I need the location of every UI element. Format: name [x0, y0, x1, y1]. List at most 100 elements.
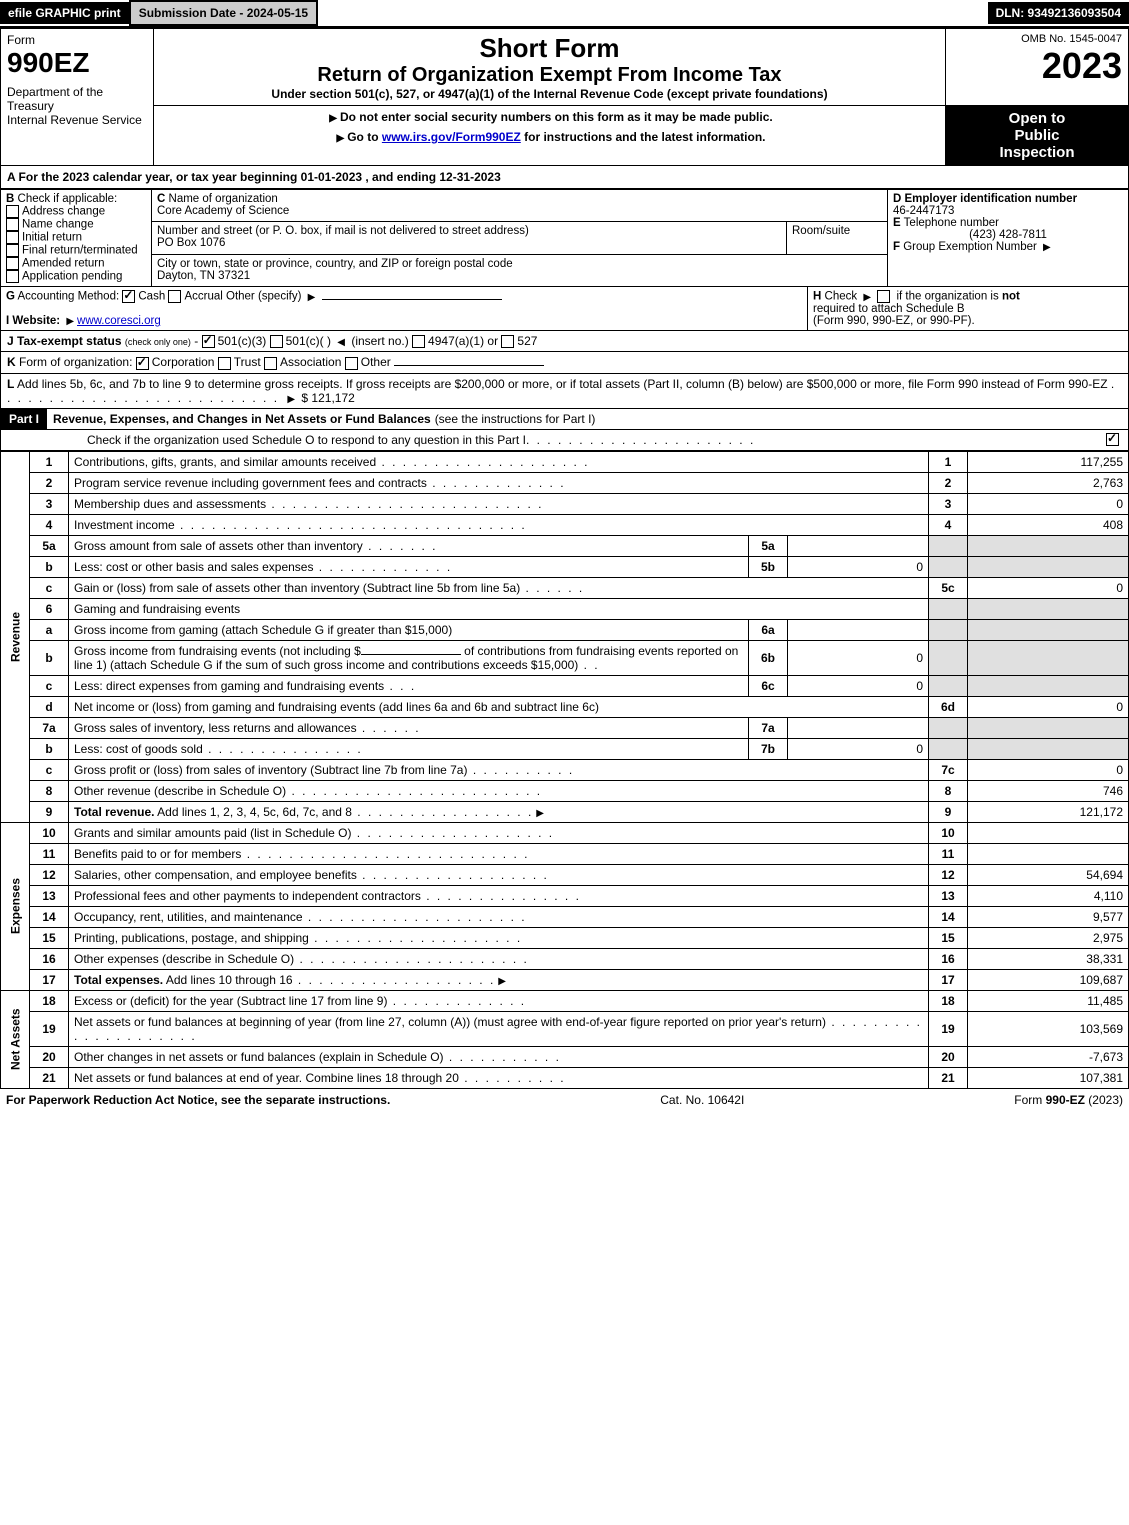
501c-checkbox[interactable]: [270, 335, 283, 348]
4947-label: 4947(a)(1) or: [428, 334, 498, 348]
line18-rno: 18: [929, 990, 968, 1011]
phone-label: Telephone number: [904, 217, 999, 229]
line6b-amt: 0: [788, 640, 929, 675]
501c-label: 501(c)( ): [286, 334, 331, 348]
line16-desc: Other expenses (describe in Schedule O): [74, 952, 294, 966]
line21-amt: 107,381: [968, 1067, 1129, 1088]
h-check: Check: [825, 291, 858, 303]
form-header-table: Form 990EZ Department of the Treasury In…: [0, 28, 1129, 166]
assoc-checkbox[interactable]: [264, 357, 277, 370]
final-return-checkbox[interactable]: [6, 244, 19, 257]
line8-amt: 746: [968, 780, 1129, 801]
line14-rno: 14: [929, 906, 968, 927]
line4-desc: Investment income: [74, 518, 175, 532]
527-checkbox[interactable]: [501, 335, 514, 348]
footer-right-pre: Form: [1014, 1093, 1045, 1107]
line11-rno: 11: [929, 843, 968, 864]
section-b-table: B Check if applicable: Address change Na…: [0, 189, 1129, 287]
line17-no: 17: [30, 969, 69, 990]
form-word: Form: [7, 33, 147, 47]
section-j-row: J Tax-exempt status (check only one) - 5…: [0, 331, 1129, 352]
city-label: City or town, state or province, country…: [157, 258, 513, 270]
line15-desc: Printing, publications, postage, and shi…: [74, 931, 309, 945]
omb-number: OMB No. 1545-0047: [952, 33, 1122, 45]
line9-rno: 9: [929, 801, 968, 822]
h-text2: if the organization is: [896, 291, 998, 303]
phone-value: (423) 428-7811: [969, 229, 1047, 241]
revenue-vertical-label: Revenue: [1, 451, 30, 822]
line3-amt: 0: [968, 493, 1129, 514]
note-goto-post: for instructions and the latest informat…: [521, 130, 766, 144]
other-specify-label: Other (specify): [226, 291, 301, 303]
tax-year: 2023: [952, 45, 1122, 87]
line5b-box: 5b: [749, 556, 788, 577]
line2-amt: 2,763: [968, 472, 1129, 493]
line20-rno: 20: [929, 1046, 968, 1067]
line1-rno: 1: [929, 451, 968, 472]
part1-title: Revenue, Expenses, and Changes in Net As…: [47, 412, 431, 426]
part1-check-text: Check if the organization used Schedule …: [7, 433, 526, 447]
line6d-no: d: [30, 696, 69, 717]
check-if-applicable: Check if applicable:: [18, 193, 118, 205]
org-name-value: Core Academy of Science: [157, 205, 289, 217]
line20-desc: Other changes in net assets or fund bala…: [74, 1050, 444, 1064]
line15-no: 15: [30, 927, 69, 948]
app-pending-label: Application pending: [22, 271, 122, 283]
line9-no: 9: [30, 801, 69, 822]
schedule-o-checkbox[interactable]: [1106, 433, 1119, 446]
line3-desc: Membership dues and assessments: [74, 497, 266, 511]
line6d-rbox: 6d: [929, 696, 968, 717]
efile-print-label[interactable]: efile GRAPHIC print: [0, 2, 129, 24]
line1-no: 1: [30, 451, 69, 472]
line21-desc: Net assets or fund balances at end of ye…: [74, 1071, 459, 1085]
line10-rno: 10: [929, 822, 968, 843]
cash-checkbox[interactable]: [122, 290, 135, 303]
website-link[interactable]: www.coresci.org: [77, 315, 161, 327]
cash-label: Cash: [138, 291, 165, 303]
irs-link[interactable]: www.irs.gov/Form990EZ: [382, 130, 521, 144]
line7c-rbox: 7c: [929, 759, 968, 780]
4947-checkbox[interactable]: [412, 335, 425, 348]
corp-checkbox[interactable]: [136, 357, 149, 370]
room-suite-label: Room/suite: [792, 225, 850, 237]
line5b-desc: Less: cost or other basis and sales expe…: [74, 560, 313, 574]
line21-rno: 21: [929, 1067, 968, 1088]
city-value: Dayton, TN 37321: [157, 270, 250, 282]
part1-sub: (see the instructions for Part I): [431, 412, 596, 426]
501c3-checkbox[interactable]: [202, 335, 215, 348]
line6b-desc1: Gross income from fundraising events (no…: [74, 644, 361, 658]
line7b-box: 7b: [749, 738, 788, 759]
name-change-checkbox[interactable]: [6, 218, 19, 231]
part1-label: Part I: [1, 409, 47, 429]
final-return-label: Final return/terminated: [22, 245, 138, 257]
line7c-no: c: [30, 759, 69, 780]
section-a-year: A For the 2023 calendar year, or tax yea…: [0, 166, 1129, 189]
line6c-no: c: [30, 675, 69, 696]
line9-desc2: Add lines 1, 2, 3, 4, 5c, 6d, 7c, and 8: [154, 805, 351, 819]
line11-no: 11: [30, 843, 69, 864]
line6a-desc: Gross income from gaming (attach Schedul…: [74, 623, 452, 637]
line9-amt: 121,172: [968, 801, 1129, 822]
section-k-row: K Form of organization: Corporation Trus…: [0, 352, 1129, 373]
line6c-amt: 0: [788, 675, 929, 696]
trust-checkbox[interactable]: [218, 357, 231, 370]
line13-no: 13: [30, 885, 69, 906]
addr-change-checkbox[interactable]: [6, 205, 19, 218]
line5c-rbox: 5c: [929, 577, 968, 598]
addr-change-label: Address change: [22, 206, 105, 218]
527-label: 527: [517, 334, 537, 348]
line12-no: 12: [30, 864, 69, 885]
h-checkbox[interactable]: [877, 290, 890, 303]
lines-table: Revenue 1 Contributions, gifts, grants, …: [0, 451, 1129, 1089]
irs-label: Internal Revenue Service: [7, 113, 147, 127]
accrual-checkbox[interactable]: [168, 290, 181, 303]
app-pending-checkbox[interactable]: [6, 270, 19, 283]
note-ssn: Do not enter social security numbers on …: [340, 110, 773, 124]
check-only-one: (check only one): [125, 337, 191, 347]
ein-value: 46-2447173: [893, 205, 954, 217]
initial-return-checkbox[interactable]: [6, 231, 19, 244]
initial-return-label: Initial return: [22, 232, 82, 244]
amended-return-checkbox[interactable]: [6, 257, 19, 270]
other-org-label: Other: [361, 355, 391, 369]
other-org-checkbox[interactable]: [345, 357, 358, 370]
